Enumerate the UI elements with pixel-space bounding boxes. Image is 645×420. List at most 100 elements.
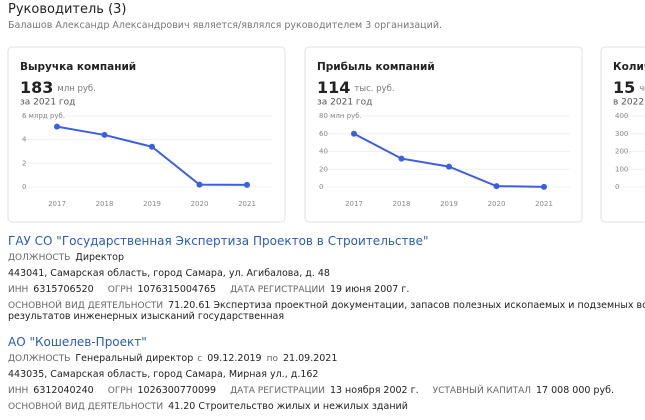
company: ГАУ СО "Государственная Экспертиза Проек… (8, 232, 645, 322)
point (149, 143, 155, 150)
y-tick-label: 400 (615, 112, 628, 120)
activity-line: ОСНОВНОЙ ВИД ДЕЯТЕЛЬНОСТИ 41.20 Строительс… (8, 401, 645, 412)
y-tick-label: 6 млрд руб. (22, 112, 65, 120)
unit: тыс. руб. (354, 84, 394, 94)
card (600, 46, 645, 223)
x-tick-label: 2017 (48, 200, 66, 208)
activity-line: результатов инженерных изысканий государ… (8, 311, 645, 322)
requisite-value: 17 008 000 руб. (536, 385, 614, 396)
card-value: 15 че (613, 78, 645, 97)
position-value: Директор (75, 252, 124, 263)
activity-text: результатов инженерных изысканий государ… (8, 311, 285, 322)
activity-code: 71.20.61 (168, 300, 211, 311)
requisite-value: 1076315004765 (137, 284, 217, 295)
requisites: ИНН 6315706520 ОГРН 1076315004765 ДАТА РЕГИС… (8, 282, 645, 298)
label: ОГРН (107, 386, 133, 396)
point (446, 163, 452, 170)
point (54, 123, 60, 130)
label: с (197, 354, 203, 364)
activity-text: Экспертиза проектной документации, запас… (213, 300, 645, 311)
position-value: Генеральный директор (75, 353, 194, 364)
unit: млн руб. (57, 84, 95, 94)
card-period: за 2021 год (20, 98, 75, 108)
cards: Выручка компаний 183 млн руб. за 2021 год 0 2… (7, 46, 645, 223)
x-tick-label: 2018 (96, 200, 114, 208)
point (101, 131, 108, 138)
y-tick-label: 300 (615, 130, 628, 138)
x-tick-label: 2021 (535, 200, 553, 208)
requisite-value: 6315706520 (33, 284, 94, 295)
activity-line: ОСНОВНОЙ ВИД ДЕЯТЕЛЬНОСТИ 71.20.61 Эксперт… (8, 300, 645, 311)
value: 114 (317, 78, 350, 97)
label: ДОЛЖНОСТЬ (8, 354, 71, 364)
y-tick-label: 0 (319, 183, 323, 191)
date: 21.09.2021 (283, 353, 338, 364)
y-tick-label: 60 (319, 130, 328, 138)
y-tick-label: 0 (615, 183, 619, 191)
label: ИНН (8, 386, 29, 396)
requisite-value: 19 июня 2007 г. (329, 284, 410, 295)
value: 15 (613, 78, 635, 97)
card-period: в 2022 (613, 98, 644, 108)
activity-code: 41.20 (168, 401, 196, 412)
y-tick-label: 100 (615, 165, 628, 173)
y-tick-label: 20 (319, 165, 328, 173)
y-tick-label: 40 (319, 148, 328, 156)
point (244, 181, 250, 188)
point (541, 183, 547, 190)
y-tick-label: 80 млн руб. (319, 112, 362, 120)
activity-text: Строительство жилых и нежилых зданий (198, 401, 408, 412)
unit: че (639, 84, 645, 94)
label: ДАТА РЕГИСТРАЦИИ (230, 285, 325, 295)
card-title: Количе (613, 61, 645, 73)
x-tick-label: 2021 (238, 200, 256, 208)
x-tick-label: 2020 (488, 200, 506, 208)
y-tick-label: 0 (22, 183, 26, 191)
x-tick-label: 2020 (191, 200, 209, 208)
card (7, 46, 286, 223)
card-title: Прибыль компаний (317, 61, 435, 73)
activity: ОСНОВНОЙ ВИД ДЕЯТЕЛЬНОСТИ 71.20.61 Эксперт… (8, 298, 645, 322)
address: 443041, Самарская область, город Самара,… (8, 268, 330, 279)
y-tick-label: 2 (22, 159, 26, 167)
label: ДАТА РЕГИСТРАЦИИ (230, 386, 325, 396)
card-title: Выручка компаний (20, 61, 136, 73)
requisites: ИНН 6312040240 ОГРН 1026300770099 ДАТА РЕГИС… (8, 383, 645, 399)
label: ОСНОВНОЙ ВИД ДЕЯТЕЛЬНОСТИ (8, 402, 164, 412)
point (351, 130, 357, 137)
position: ДОЛЖНОСТЬ Директор (8, 250, 645, 266)
address: 443035, Самарская область, город Самара,… (8, 369, 319, 380)
section-subtitle: Балашов Александр Александрович является… (8, 20, 443, 31)
requisite-value: 13 ноября 2002 г. (329, 385, 419, 396)
y-tick-label: 200 (615, 148, 628, 156)
label: ДОЛЖНОСТЬ (8, 253, 71, 263)
label: ОГРН (107, 285, 133, 295)
section-title: Руководитель (3) (8, 2, 127, 17)
card-period: за 2021 год (317, 98, 372, 108)
activity: ОСНОВНОЙ ВИД ДЕЯТЕЛЬНОСТИ 41.20 Строительс… (8, 399, 645, 412)
card-value: 114 тыс. руб. (317, 78, 395, 97)
x-tick-label: 2019 (143, 200, 161, 208)
requisite-value: 6312040240 (33, 385, 94, 396)
point (493, 183, 500, 190)
card-value: 183 млн руб. (20, 78, 96, 97)
x-tick-label: 2017 (345, 200, 363, 208)
label: по (266, 354, 278, 364)
requisite-value: 1026300770099 (137, 385, 217, 396)
x-tick-label: 2019 (440, 200, 458, 208)
company: АО "Кошелев-Проект" ДОЛЖНОСТЬ Генеральный … (8, 333, 645, 412)
point (398, 155, 405, 162)
point (196, 181, 203, 188)
value: 183 (20, 78, 53, 97)
x-tick-label: 2018 (393, 200, 411, 208)
label: УСТАВНЫЙ КАПИТАЛ (432, 386, 532, 396)
card (304, 46, 583, 223)
position: ДОЛЖНОСТЬ Генеральный директор с 09.12.2019… (8, 351, 645, 367)
company-name[interactable]: ГАУ СО "Государственная Экспертиза Проек… (8, 234, 429, 248)
y-tick-label: 4 (22, 136, 27, 144)
label: ИНН (8, 285, 29, 295)
company-name[interactable]: АО "Кошелев-Проект" (8, 335, 147, 349)
date: 09.12.2019 (207, 353, 262, 364)
label: ОСНОВНОЙ ВИД ДЕЯТЕЛЬНОСТИ (8, 301, 164, 311)
